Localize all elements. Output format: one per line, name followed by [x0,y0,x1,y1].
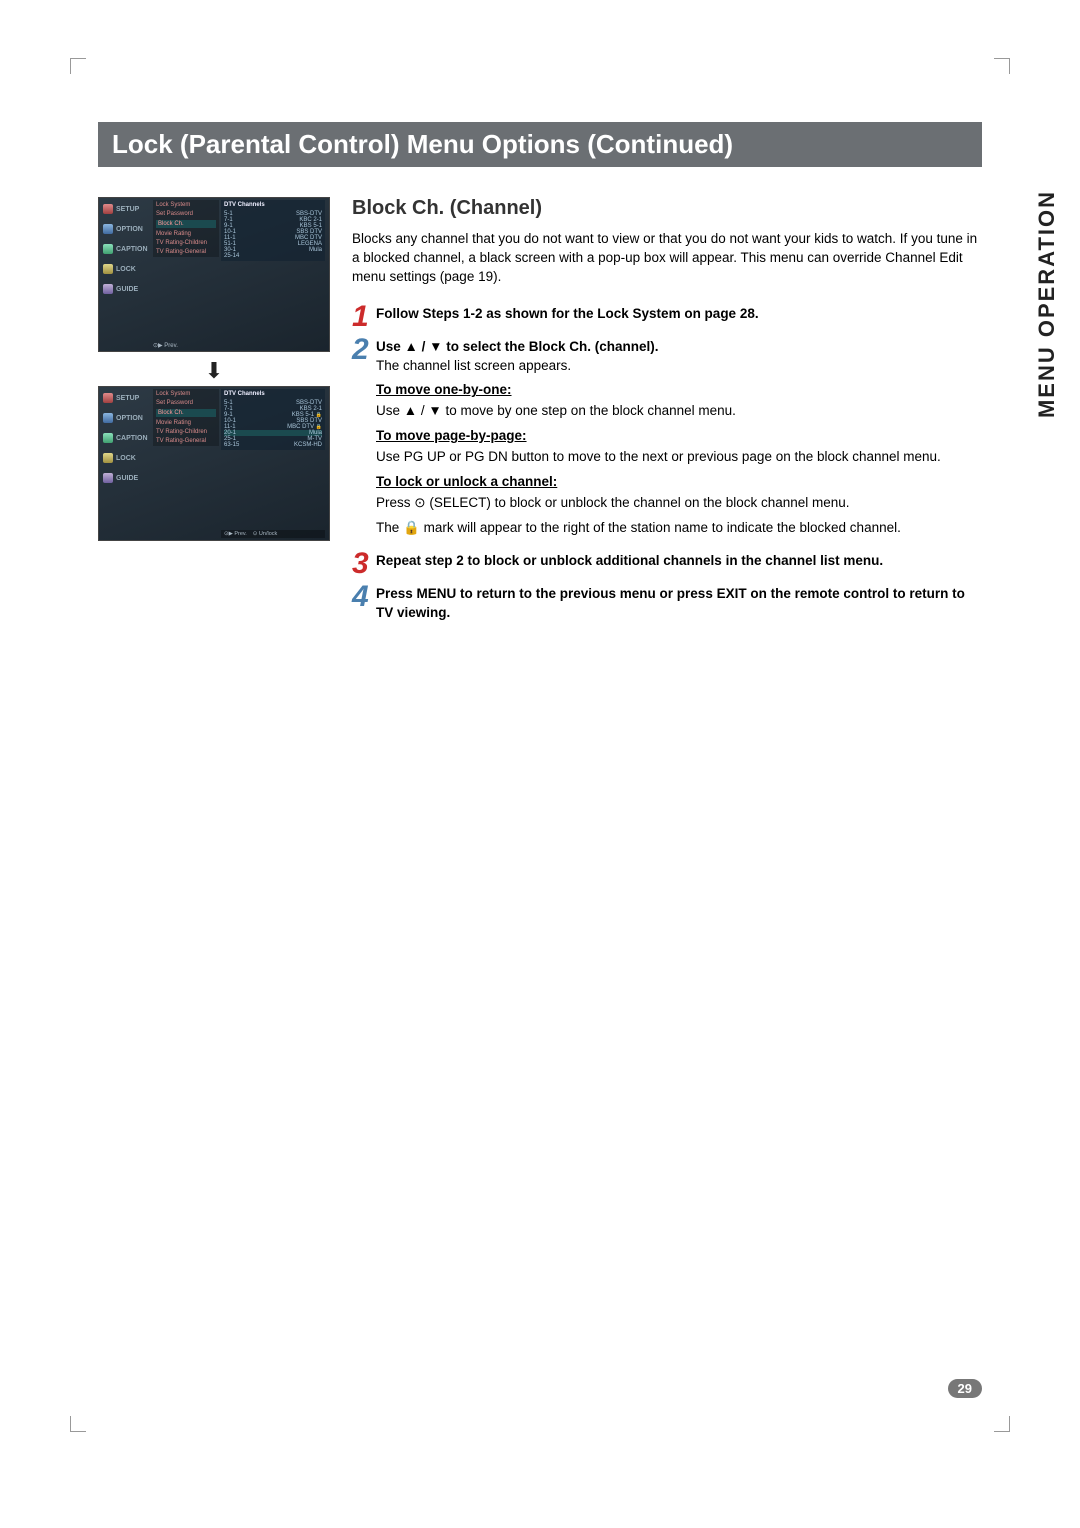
step-1-text: Follow Steps 1-2 as shown for the Lock S… [376,306,759,321]
tv-footer-prev: ⊙▶ Prev. [224,531,247,537]
crop-mark [70,58,71,74]
tv-tab-option: OPTION [103,413,151,423]
tv-channel-list: DTV Channels 5-1SBS-DTV7-1KBS 2-19-1KBS … [221,389,325,450]
tv-menu-list: Lock System Set Password Block Ch. Movie… [153,200,219,257]
tv-sidebar: SETUP OPTION CAPTION LOCK GUIDE [103,204,151,294]
tv-screenshot-1: SETUP OPTION CAPTION LOCK GUIDE Lock Sys… [98,197,330,352]
crop-mark [994,1431,1010,1432]
tv-footer-hint: ⊙▶ Prev. [153,342,178,349]
tv-tab-guide: GUIDE [103,473,151,483]
tv-menu-item-selected: Block Ch. [156,409,216,417]
step-1: 1 Follow Steps 1-2 as shown for the Lock… [352,305,982,330]
tv-list-header: DTV Channels [224,391,322,397]
tv-menu-item: Lock System [156,202,216,208]
tv-channel-list: DTV Channels 5-1SBS-DTV7-1KBC 2-19-1KBS … [221,200,325,261]
tv-menu-item: TV Rating-Children [156,240,216,246]
tv-tab-caption: CAPTION [103,433,151,443]
page-title-bar: Lock (Parental Control) Menu Options (Co… [98,122,982,167]
crop-mark [1009,1416,1010,1432]
tv-channel-row: 63-15KCSM-HD [224,442,322,448]
tv-menu-item: Set Password [156,211,216,217]
screenshot-column: SETUP OPTION CAPTION LOCK GUIDE Lock Sys… [98,197,330,630]
step-4-text: Press MENU to return to the previous men… [376,586,965,620]
tv-tab-lock: LOCK [103,264,151,274]
subbody-move-page: Use PG UP or PG DN button to move to the… [376,448,982,467]
crop-mark [994,58,1010,59]
tv-menu-list: Lock System Set Password Block Ch. Movie… [153,389,219,446]
tv-menu-item: Lock System [156,391,216,397]
intro-text: Blocks any channel that you do not want … [352,230,982,287]
step-2: 2 Use ▲ / ▼ to select the Block Ch. (cha… [352,338,982,544]
side-section-label: MENU OPERATION [1034,190,1060,418]
tv-footer-hint: ⊙▶ Prev. ⊙ Un/lock [221,530,325,538]
page-content: Lock (Parental Control) Menu Options (Co… [98,122,982,630]
tv-tab-option: OPTION [103,224,151,234]
crop-mark [70,1431,86,1432]
instruction-column: Block Ch. (Channel) Blocks any channel t… [352,197,982,630]
tv-menu-item-selected: Block Ch. [156,220,216,228]
content-row: SETUP OPTION CAPTION LOCK GUIDE Lock Sys… [98,197,982,630]
step-number-2: 2 [352,336,376,544]
step-4: 4 Press MENU to return to the previous m… [352,585,982,623]
tv-tab-guide: GUIDE [103,284,151,294]
step-3-text: Repeat step 2 to block or unblock additi… [376,553,883,568]
step-3: 3 Repeat step 2 to block or unblock addi… [352,552,982,577]
subbody-lock-b: The 🔒 mark will appear to the right of t… [376,519,982,538]
subbody-move-one: Use ▲ / ▼ to move by one step on the blo… [376,402,982,421]
page-number: 29 [948,1380,982,1398]
subhead-move-one: To move one-by-one: [376,381,982,400]
tv-tab-setup: SETUP [103,393,151,403]
tv-footer-unlock: ⊙ Un/lock [253,531,277,537]
tv-list-header: DTV Channels [224,202,322,208]
tv-menu-item: Set Password [156,400,216,406]
arrow-down-icon: ⬇ [98,358,330,384]
tv-tab-caption: CAPTION [103,244,151,254]
tv-screenshot-2: SETUP OPTION CAPTION LOCK GUIDE Lock Sys… [98,386,330,541]
crop-mark [1009,58,1010,74]
step-2-body: The channel list screen appears. [376,357,982,376]
tv-menu-item: TV Rating-General [156,249,216,255]
step-number-4: 4 [352,583,376,623]
subbody-lock-a: Press ⊙ (SELECT) to block or unblock the… [376,494,982,513]
tv-channel-row: 25-14 [224,253,322,259]
step-number-1: 1 [352,303,376,330]
tv-menu-item: Movie Rating [156,231,216,237]
page-number-bubble: 29 [948,1379,982,1398]
step-number-3: 3 [352,550,376,577]
step-2-lead: Use ▲ / ▼ to select the Block Ch. (chann… [376,339,659,354]
section-title: Block Ch. (Channel) [352,197,982,220]
crop-mark [70,1416,71,1432]
tv-menu-item: TV Rating-General [156,438,216,444]
tv-menu-item: TV Rating-Children [156,429,216,435]
tv-sidebar: SETUP OPTION CAPTION LOCK GUIDE [103,393,151,483]
tv-tab-lock: LOCK [103,453,151,463]
crop-mark [70,58,86,59]
tv-tab-setup: SETUP [103,204,151,214]
tv-menu-item: Movie Rating [156,420,216,426]
subhead-move-page: To move page-by-page: [376,427,982,446]
subhead-lock-unlock: To lock or unlock a channel: [376,473,982,492]
